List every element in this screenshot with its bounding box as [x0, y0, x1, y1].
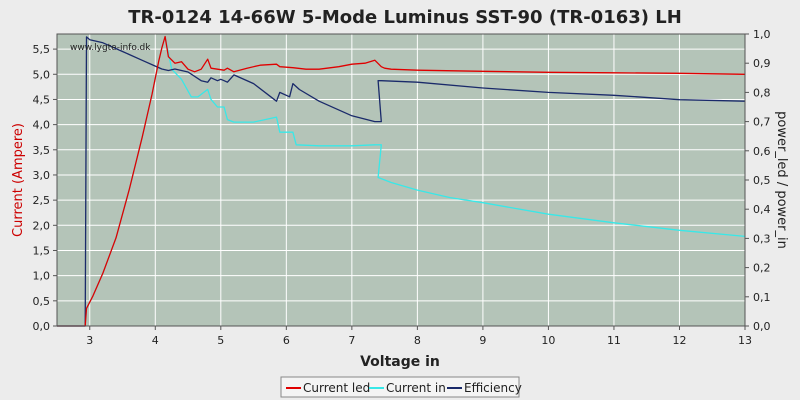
- y2-tick-label: 0,9: [753, 57, 771, 70]
- y2-tick-label: 0,5: [753, 174, 771, 187]
- y-axis-label: Current (Ampere): [11, 123, 26, 237]
- y-tick-label: 2,5: [33, 194, 51, 207]
- x-tick-label: 13: [738, 334, 752, 347]
- y-tick-label: 4,0: [33, 119, 51, 132]
- y2-tick-label: 0,0: [753, 320, 771, 333]
- legend: Current led Current in Efficiency: [280, 376, 522, 398]
- y-tick-label: 0,0: [33, 320, 51, 333]
- y-tick-label: 1,5: [33, 244, 51, 257]
- x-axis-label: Voltage in: [360, 354, 440, 370]
- x-tick-label: 4: [152, 334, 159, 347]
- series-line-efficiency: [57, 36, 746, 327]
- series-line-current-led: [57, 35, 746, 327]
- y2-tick-label: 1,0: [753, 28, 771, 41]
- x-tick-label: 9: [479, 334, 486, 347]
- y2-tick-label: 0,8: [753, 86, 771, 99]
- plot-area: [57, 34, 745, 326]
- x-tick-label: 5: [217, 334, 224, 347]
- y-tick-label: 1,0: [33, 270, 51, 283]
- x-tick-label: 8: [414, 334, 421, 347]
- y2-tick-label: 0,1: [753, 291, 771, 304]
- x-tick-label: 3: [86, 334, 93, 347]
- x-tick-label: 10: [541, 334, 555, 347]
- legend-box: [280, 376, 520, 398]
- x-tick-label: 12: [672, 334, 686, 347]
- legend-label-current-in: Current in: [386, 381, 446, 395]
- y-tick-label: 0,5: [33, 295, 51, 308]
- y-tick-label: 5,5: [33, 43, 51, 56]
- y-tick-label: 3,0: [33, 169, 51, 182]
- y-axis-right: 0,0 0,1 0,2 0,3 0,4 0,5 0,6 0,7 0,8 0,9 1,0: [745, 28, 771, 333]
- x-tick-label: 7: [348, 334, 355, 347]
- y-tick-label: 4,5: [33, 93, 51, 106]
- y2-axis-label: power_led / power_in: [774, 111, 789, 249]
- series-layer: [57, 35, 746, 327]
- y2-tick-label: 0,2: [753, 262, 771, 275]
- watermark: www.lygte-info.dk: [70, 43, 151, 53]
- chart-title: TR-0124 14-66W 5-Mode Luminus SST-90 (TR…: [128, 7, 682, 28]
- x-axis: 3 4 5 6 7 8 9 10 11 12 13: [86, 326, 752, 347]
- legend-label-current-led: Current led: [303, 381, 370, 395]
- y-tick-label: 3,5: [33, 144, 51, 157]
- y-tick-label: 2,0: [33, 219, 51, 232]
- y-axis-left: 0,0 0,5 1,0 1,5 2,0 2,5 3,0 3,5 4,0 4,5 5,0 5,5: [33, 43, 57, 333]
- y2-tick-label: 0,3: [753, 232, 771, 245]
- y2-tick-label: 0,6: [753, 145, 771, 158]
- x-tick-label: 6: [283, 334, 290, 347]
- y2-tick-label: 0,7: [753, 116, 771, 129]
- y2-tick-label: 0,4: [753, 203, 771, 216]
- legend-label-efficiency: Efficiency: [464, 381, 522, 395]
- y-tick-label: 5,0: [33, 68, 51, 81]
- x-tick-label: 11: [607, 334, 621, 347]
